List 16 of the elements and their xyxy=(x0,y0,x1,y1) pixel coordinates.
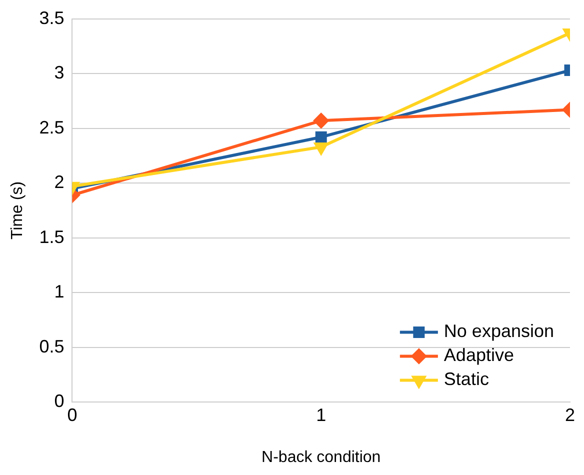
x-tick-label: 1 xyxy=(316,404,326,425)
y-axis-title: Time (s) xyxy=(9,181,26,240)
y-tick-label: 3 xyxy=(54,62,64,83)
y-tick-label: 2.5 xyxy=(39,117,64,138)
y-tick-label: 3.5 xyxy=(39,8,64,28)
x-tick-label: 2 xyxy=(564,404,576,425)
y-tick-label: 0 xyxy=(54,391,64,412)
x-axis-title: N-back condition xyxy=(262,448,381,466)
y-tick-label: 0.5 xyxy=(39,336,64,356)
y-tick-label: 2 xyxy=(54,172,64,192)
y-tick-label: 1.5 xyxy=(39,226,64,247)
y-tick-label: 1 xyxy=(54,282,64,302)
x-tick-label: 0 xyxy=(67,404,78,425)
legend-label: Static xyxy=(444,369,489,390)
legend-label: Adaptive xyxy=(444,345,514,366)
legend-label: No expansion xyxy=(444,321,554,342)
